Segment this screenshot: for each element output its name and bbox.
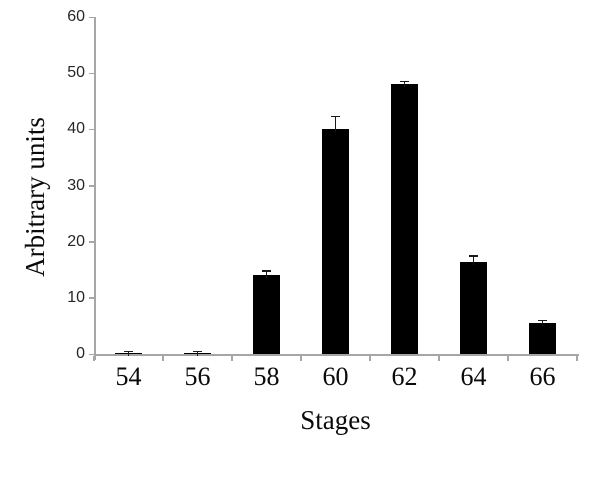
bar-66 xyxy=(529,323,556,354)
y-tick-label: 10 xyxy=(67,288,85,306)
y-tick-mark xyxy=(89,297,94,299)
x-tick-label-64: 64 xyxy=(460,362,487,391)
x-axis-line xyxy=(94,354,579,356)
x-tick-mark xyxy=(576,355,578,361)
x-axis-title: Stages xyxy=(300,405,371,435)
y-tick-mark xyxy=(89,72,94,75)
x-tick-label-56: 56 xyxy=(184,362,211,391)
error-bar-62 xyxy=(403,81,406,88)
y-tick-mark xyxy=(89,353,94,355)
y-axis-line xyxy=(94,17,96,360)
bar-58 xyxy=(253,275,280,354)
error-bar-58 xyxy=(265,271,268,279)
y-tick-label: 60 xyxy=(67,8,85,25)
error-bar-54 xyxy=(127,351,130,356)
bar-62 xyxy=(391,84,418,354)
x-tick-mark xyxy=(93,355,95,361)
error-bar-cap-56 xyxy=(193,350,202,353)
y-tick-mark xyxy=(89,185,94,187)
error-bar-64 xyxy=(472,256,475,266)
error-bar-66 xyxy=(541,320,544,327)
x-tick-mark xyxy=(369,355,371,361)
bar-60 xyxy=(322,129,349,354)
y-tick-mark xyxy=(89,128,94,131)
error-bar-56 xyxy=(196,351,199,356)
x-tick-mark xyxy=(162,355,164,361)
x-tick-label-58: 58 xyxy=(253,362,280,391)
x-tick-label-62: 62 xyxy=(391,362,418,391)
x-tick-label-60: 60 xyxy=(322,362,349,391)
x-tick-label-54: 54 xyxy=(115,362,142,391)
error-bar-cap-58 xyxy=(262,270,271,272)
error-bar-cap-60 xyxy=(331,115,340,118)
error-bar-cap-62 xyxy=(400,80,409,83)
y-tick-label: 40 xyxy=(67,120,85,138)
error-bar-cap-54 xyxy=(124,350,133,353)
y-tick-mark xyxy=(89,241,94,243)
y-tick-mark xyxy=(89,16,94,18)
x-tick-label-66: 66 xyxy=(529,362,556,391)
error-bar-60 xyxy=(334,116,337,133)
x-tick-mark xyxy=(507,355,509,361)
x-tick-mark xyxy=(438,355,440,361)
x-tick-mark xyxy=(231,355,233,361)
y-tick-label: 50 xyxy=(67,64,85,82)
bar-64 xyxy=(460,262,487,354)
y-tick-label: 20 xyxy=(67,232,85,250)
y-tick-label: 0 xyxy=(76,345,85,362)
x-tick-mark xyxy=(300,355,302,361)
y-tick-label: 30 xyxy=(67,176,85,194)
error-bar-cap-66 xyxy=(538,319,547,322)
error-bar-cap-64 xyxy=(469,255,478,257)
